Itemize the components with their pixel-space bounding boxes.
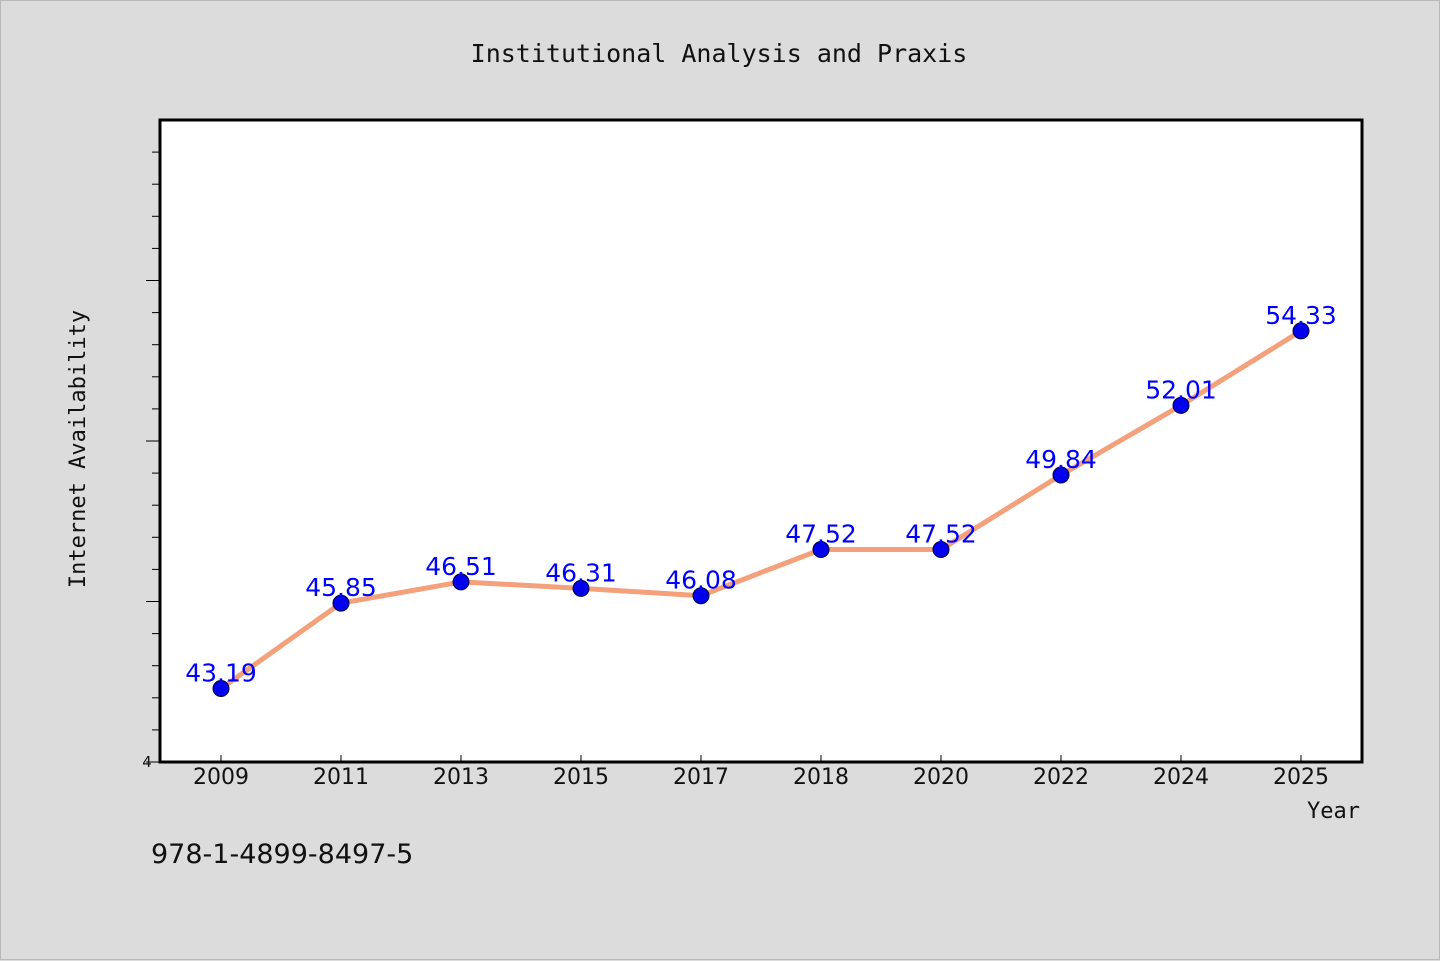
series-line (218, 328, 1304, 691)
plot-area (158, 118, 1364, 764)
data-label: 46.08 (665, 566, 737, 595)
y-tick-label: 4 (142, 753, 152, 771)
data-point (812, 540, 830, 558)
data-point (692, 587, 710, 605)
x-tick-label: 2011 (313, 765, 369, 790)
x-tick-label: 2018 (793, 765, 849, 790)
x-tick-label: 2015 (553, 765, 609, 790)
data-label: 43.19 (185, 658, 257, 687)
series-layer (212, 322, 1310, 697)
chart-title: Institutional Analysis and Praxis (471, 39, 968, 68)
data-point (1052, 466, 1070, 484)
data-label: 54.33 (1265, 301, 1337, 330)
data-label: 49.84 (1025, 445, 1097, 474)
data-label: 52.01 (1145, 375, 1217, 404)
x-tick-label: 2020 (913, 765, 969, 790)
x-tick-label: 2025 (1273, 765, 1329, 790)
x-axis-title: Year (1307, 799, 1360, 824)
data-label: 47.52 (905, 519, 977, 548)
data-label: 46.31 (545, 558, 617, 587)
data-label: 45.85 (305, 573, 377, 602)
data-point (1292, 322, 1310, 340)
data-label: 47.52 (785, 519, 857, 548)
x-tick-label: 2022 (1033, 765, 1089, 790)
data-point (332, 594, 350, 612)
data-label-layer: 43.19 45.85 46.51 46.31 46.08 47.52 47.52 49.84… (185, 301, 1337, 688)
x-tick-label: 2017 (673, 765, 729, 790)
x-axis-ticks: 2009 2011 2013 2015 2017 2018 2020 2022 2024 2025 (193, 755, 1329, 790)
data-point (1172, 396, 1190, 414)
isbn-text: 978-1-4899-8497-5 (151, 839, 413, 870)
x-tick-label: 2013 (433, 765, 489, 790)
y-axis-title: Internet Availability (66, 310, 91, 588)
data-label: 46.51 (425, 552, 497, 581)
x-tick-label: 2009 (193, 765, 249, 790)
data-point (572, 579, 590, 597)
y-axis-ticks (146, 151, 160, 763)
data-point (212, 679, 230, 697)
data-point (452, 573, 470, 591)
data-point (932, 540, 950, 558)
x-tick-label: 2024 (1153, 765, 1209, 790)
